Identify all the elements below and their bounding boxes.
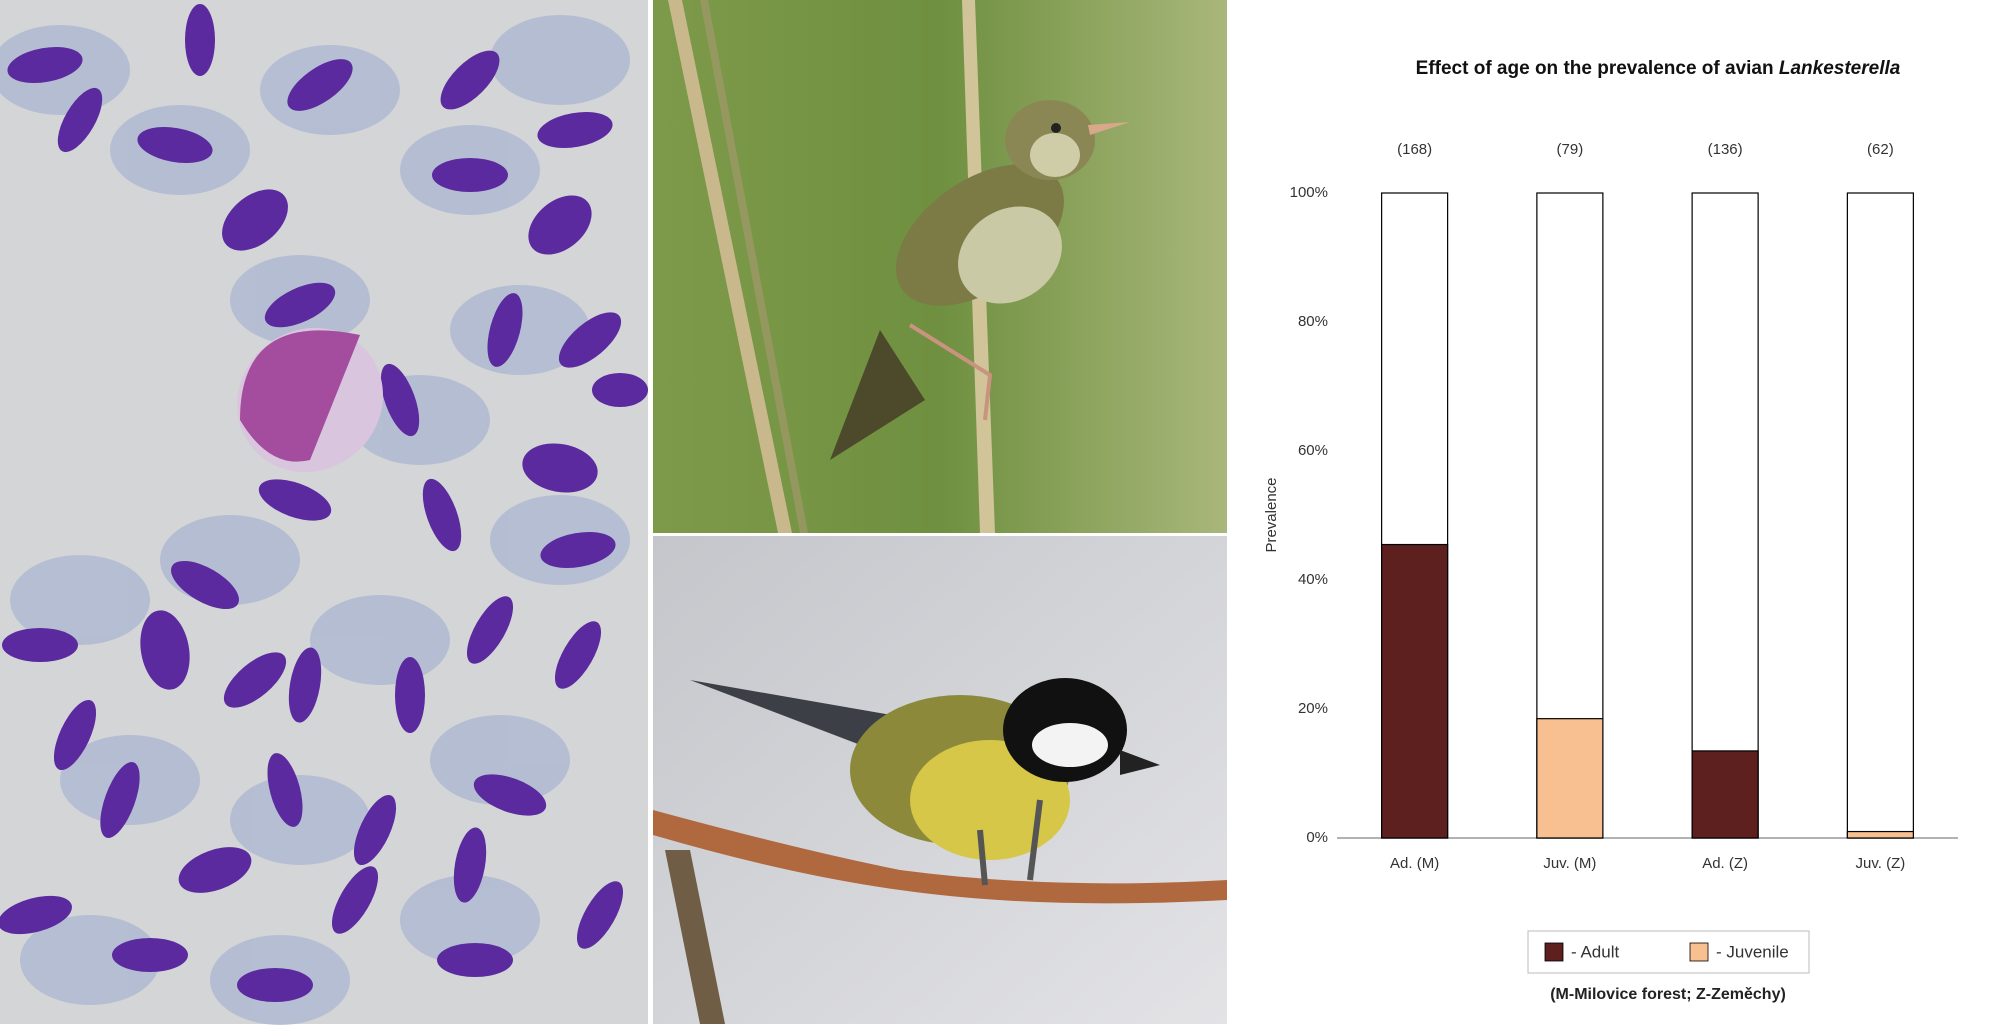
bar-frame	[1846, 192, 1914, 839]
y-tick-label: 60%	[1298, 442, 1328, 459]
legend-label: - Juvenile	[1716, 942, 1789, 961]
legend-swatch	[1544, 942, 1564, 962]
bar	[1536, 718, 1604, 839]
legend-box	[1527, 930, 1810, 974]
x-tick-label: Ad. (Z)	[1702, 855, 1748, 872]
y-tick-label: 100%	[1290, 184, 1328, 201]
smear-photo	[0, 0, 648, 1025]
x-tick-label: Juv. (Z)	[1856, 855, 1906, 872]
legend-swatch	[1689, 942, 1709, 962]
bar-frame	[1691, 192, 1759, 839]
sample-size: (62)	[1867, 141, 1894, 158]
warbler-photo	[653, 0, 1227, 533]
tit-photo	[653, 536, 1227, 1024]
sample-size: (136)	[1708, 141, 1743, 158]
bar	[1846, 830, 1914, 839]
title-text: Effect of age on the prevalence of avian	[1416, 58, 1774, 79]
chart-title: Effect of age on the prevalence of avian…	[1416, 58, 1901, 79]
bar	[1381, 543, 1449, 839]
y-axis-label: Prevalence	[1263, 477, 1280, 552]
sample-size: (79)	[1557, 141, 1584, 158]
y-tick-label: 20%	[1298, 700, 1328, 717]
y-tick-label: 0%	[1306, 829, 1328, 846]
y-tick-label: 40%	[1298, 571, 1328, 588]
title-italic: Lankesterella	[1779, 58, 1901, 79]
bar	[1691, 750, 1759, 839]
x-tick-label: Ad. (M)	[1390, 855, 1439, 872]
footnote: (M-Milovice forest; Z-Zeměchy)	[1550, 986, 1786, 1003]
legend-label: - Adult	[1571, 942, 1619, 961]
y-tick-label: 80%	[1298, 313, 1328, 330]
sample-size: (168)	[1397, 141, 1432, 158]
x-tick-label: Juv. (M)	[1543, 855, 1596, 872]
legend	[1527, 930, 1810, 974]
